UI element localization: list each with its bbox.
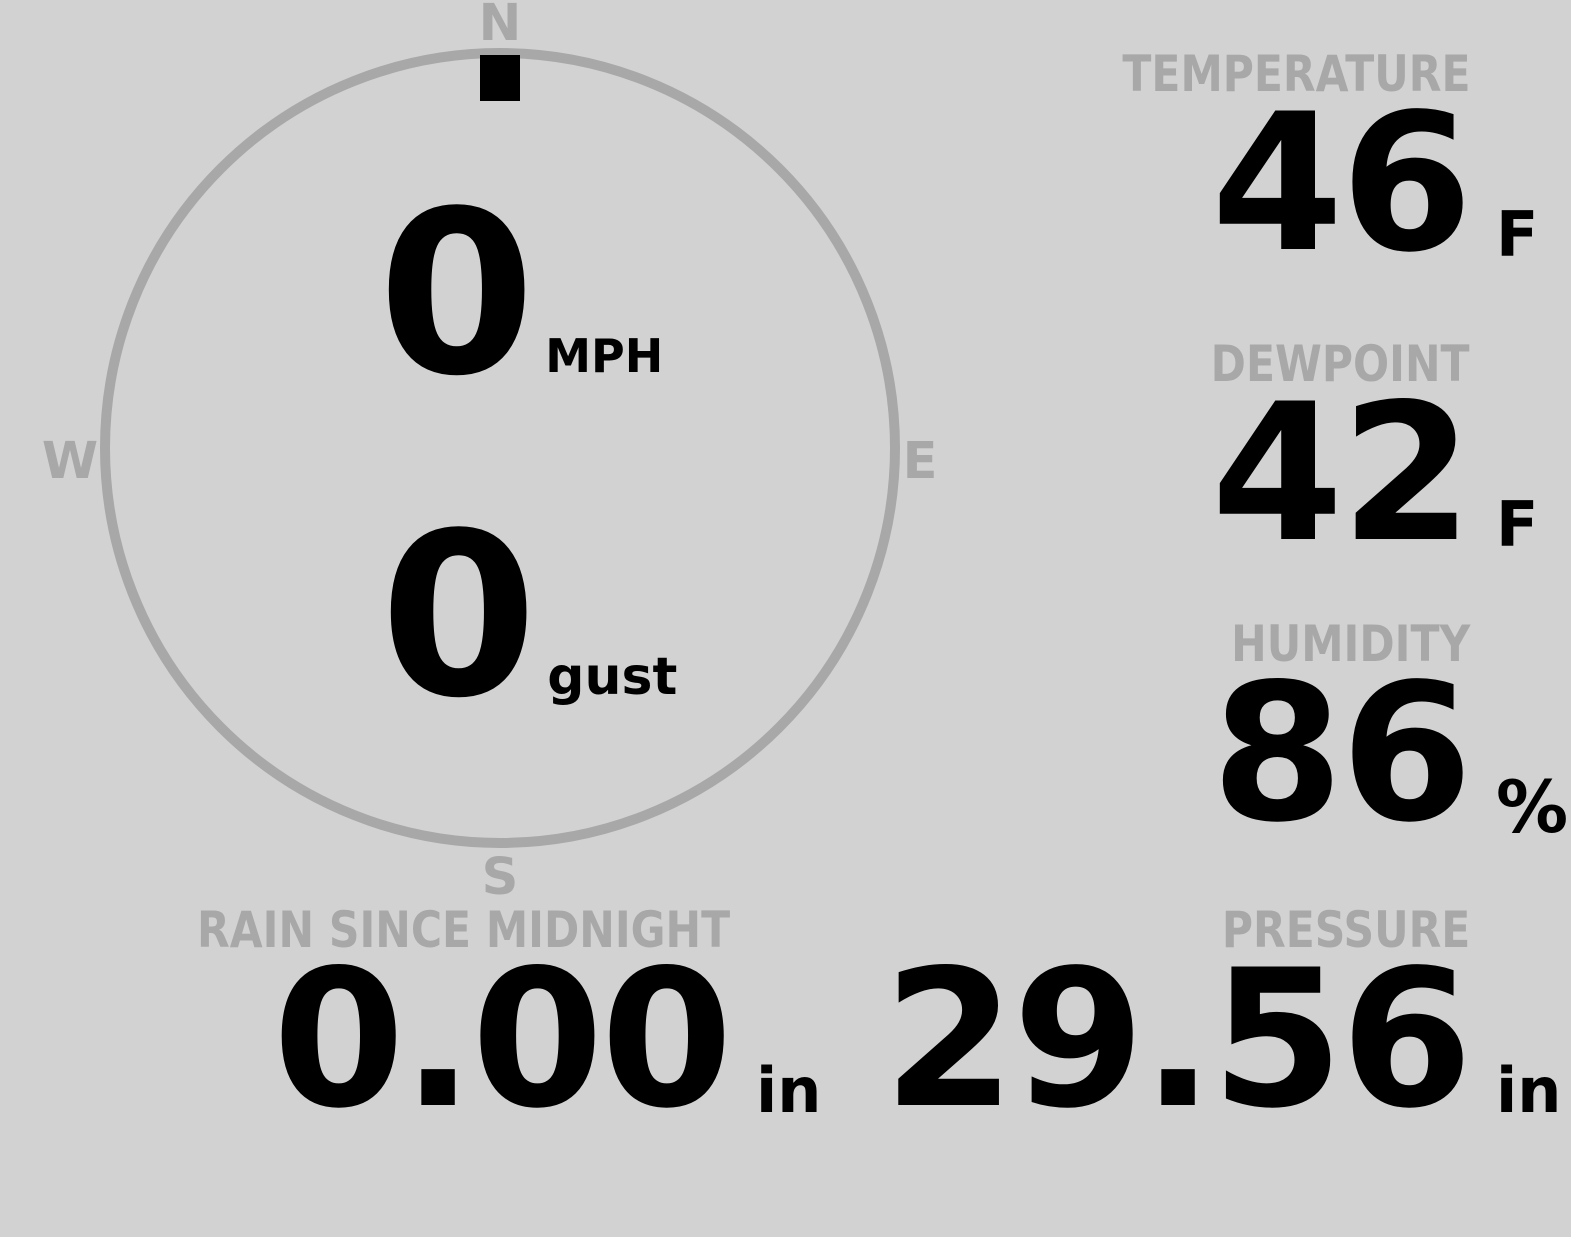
pressure-label: PRESSURE xyxy=(1221,901,1470,959)
compass-label-east: E xyxy=(902,432,938,491)
rain-readout: 0.00 in xyxy=(272,929,822,1150)
compass-label-west: W xyxy=(41,432,99,491)
rain-value: 0.00 xyxy=(272,929,733,1150)
tile-temperature[interactable]: TEMPERATURE 46 F xyxy=(1061,45,1538,294)
dewpoint-readout: 42 F xyxy=(1211,363,1538,584)
compass-label-south: S xyxy=(481,848,519,907)
wind-direction-marker xyxy=(480,55,520,101)
wind-speed-readout: 0 MPH xyxy=(378,182,663,408)
pressure-unit: in xyxy=(1496,1054,1562,1127)
temperature-value: 46 xyxy=(1211,73,1473,294)
wind-speed-value: 0 xyxy=(378,163,536,426)
dewpoint-label: DEWPOINT xyxy=(1211,335,1470,393)
wind-speed-unit: MPH xyxy=(545,329,664,383)
humidity-value: 86 xyxy=(1211,643,1473,864)
dewpoint-unit: F xyxy=(1496,488,1539,561)
rain-label: RAIN SINCE MIDNIGHT xyxy=(196,901,730,959)
humidity-unit: % xyxy=(1496,765,1569,849)
wind-compass[interactable]: N E S W 0 MPH 0 gust xyxy=(0,0,1000,910)
wind-gust-readout: 0 gust xyxy=(380,504,677,730)
rain-unit: in xyxy=(756,1054,822,1127)
humidity-readout: 86 % xyxy=(1211,643,1568,864)
humidity-label: HUMIDITY xyxy=(1230,615,1470,673)
tile-pressure[interactable]: PRESSURE 29.56 in xyxy=(883,901,1561,1150)
temperature-label: TEMPERATURE xyxy=(1121,45,1470,103)
compass-label-north: N xyxy=(478,0,522,53)
tile-dewpoint[interactable]: DEWPOINT 42 F xyxy=(1165,335,1538,584)
tile-rain-since-midnight[interactable]: RAIN SINCE MIDNIGHT 0.00 in xyxy=(103,901,822,1150)
wind-gust-unit: gust xyxy=(547,647,678,707)
wind-gust-value: 0 xyxy=(380,485,538,748)
dewpoint-value: 42 xyxy=(1211,363,1473,584)
pressure-value: 29.56 xyxy=(883,929,1473,1150)
compass-ring xyxy=(100,48,900,848)
tile-humidity[interactable]: HUMIDITY 86 % xyxy=(1189,615,1568,864)
temperature-unit: F xyxy=(1496,198,1539,271)
temperature-readout: 46 F xyxy=(1211,73,1538,294)
pressure-readout: 29.56 in xyxy=(883,929,1561,1150)
